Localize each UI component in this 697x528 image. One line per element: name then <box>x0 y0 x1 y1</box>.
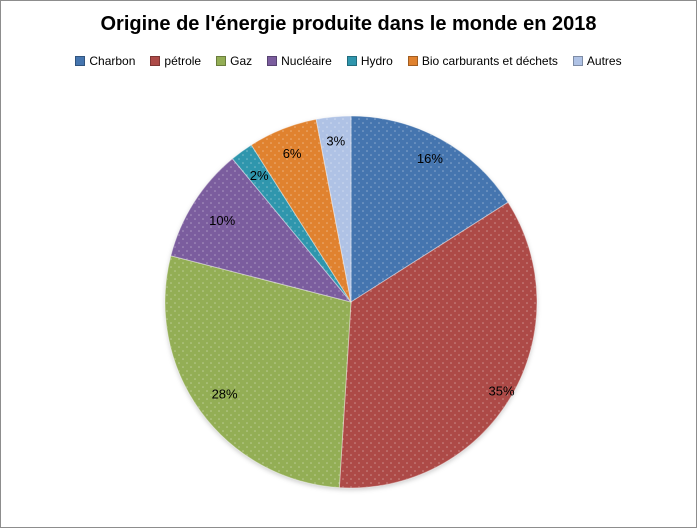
legend-marker-petrole <box>150 56 161 66</box>
legend-item-charbon: Charbon <box>75 54 135 68</box>
legend-item-autres: Autres <box>572 54 622 68</box>
legend-marker-bio-carburants-et-dechets <box>407 56 418 66</box>
slice-label-bio-carburants-et-dechets: 6% <box>283 146 302 161</box>
legend: Charbon pétrole Gaz Nucléaire Hydro Bio carbu… <box>1 54 696 68</box>
legend-label-bio-carburants-et-dechets: Bio carburants et déchets <box>421 54 558 68</box>
legend-label-gaz: Gaz <box>230 54 253 68</box>
chart-title: Origine de l'énergie produite dans le mo… <box>100 13 597 35</box>
legend-item-nucleaire: Nucléaire <box>267 54 332 68</box>
legend-label-autres: Autres <box>586 54 622 68</box>
slice-label-hydro: 2% <box>250 168 269 183</box>
legend-label-petrole: pétrole <box>164 54 202 68</box>
slice-label-gaz: 28% <box>212 386 238 401</box>
legend-item-bio-carburants-et-dechets: Bio carburants et déchets <box>407 54 558 68</box>
legend-marker-autres <box>572 56 583 66</box>
legend-marker-nucleaire <box>267 56 278 66</box>
legend-item-hydro: Hydro <box>346 54 393 68</box>
slice-label-nucleaire: 10% <box>209 213 235 228</box>
slice-label-charbon: 16% <box>417 151 443 166</box>
legend-label-charbon: Charbon <box>89 54 136 68</box>
legend-label-hydro: Hydro <box>360 54 393 68</box>
legend-marker-charbon <box>75 56 86 66</box>
pie-dot-texture <box>165 116 537 488</box>
slice-label-autres: 3% <box>326 133 345 148</box>
legend-marker-hydro <box>346 56 357 66</box>
slice-label-petrole: 35% <box>488 384 514 399</box>
legend-marker-gaz <box>216 56 227 66</box>
legend-label-nucleaire: Nucléaire <box>281 54 332 68</box>
legend-item-gaz: Gaz <box>216 54 252 68</box>
legend-item-petrole: pétrole <box>150 54 201 68</box>
